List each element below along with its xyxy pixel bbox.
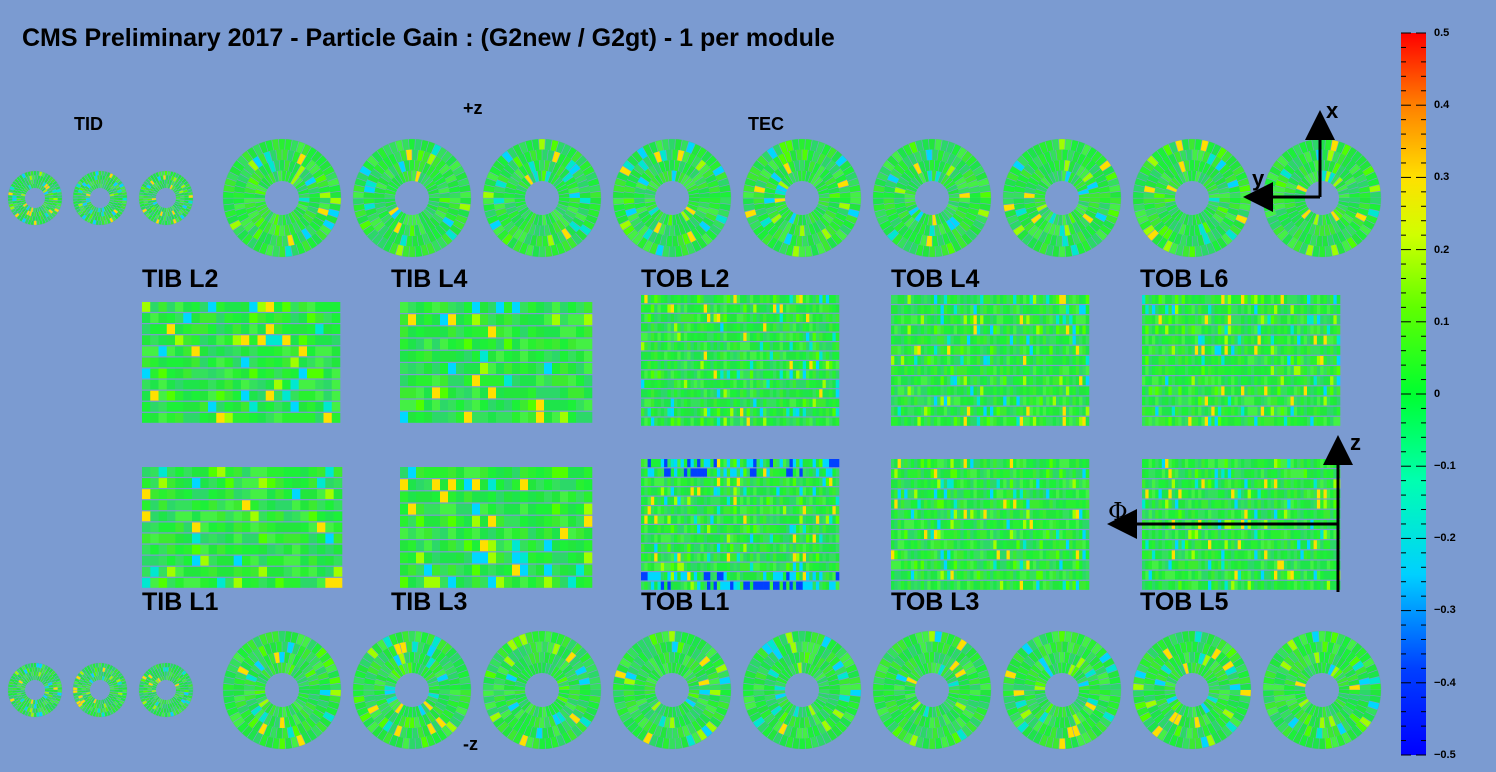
- layer-label-tib-l4: TIB L4: [391, 265, 468, 293]
- tec-disk: [612, 138, 732, 258]
- tid-disk: [72, 662, 128, 718]
- barrel-tob-l2: [641, 295, 840, 426]
- barrel-tob-l1: [641, 459, 840, 590]
- tec-disk: [1002, 630, 1122, 750]
- tec-disk: [482, 138, 602, 258]
- barrel-tib-l4: [400, 302, 593, 423]
- tid-disk: [7, 170, 63, 226]
- colorbar-tick-label: 0.4: [1434, 99, 1450, 111]
- tec-disk: [482, 630, 602, 750]
- axis-phi-label: Φ: [1108, 498, 1128, 526]
- tec-disk: [352, 630, 472, 750]
- tid-label: TID: [74, 114, 103, 134]
- colorbar-tick-label: −0.5: [1434, 749, 1456, 761]
- z-phi-axes: [1107, 435, 1353, 592]
- axis-y-label: y: [1252, 166, 1265, 191]
- tec-disk: [742, 138, 862, 258]
- tec-disk: [872, 630, 992, 750]
- layer-label-tib-l1: TIB L1: [142, 588, 219, 616]
- tec-disk: [1262, 138, 1382, 258]
- colorbar-tick-label: 0.2: [1434, 244, 1450, 256]
- tec-disk: [222, 630, 342, 750]
- tec-disk: [222, 138, 342, 258]
- tid-disk: [138, 170, 194, 226]
- tec-disk: [742, 630, 862, 750]
- barrel-tib-l1: [142, 467, 343, 588]
- colorbar-tick-label: −0.4: [1434, 677, 1456, 689]
- layer-label-tob-l6: TOB L6: [1140, 265, 1229, 293]
- tec-disk: [352, 138, 472, 258]
- tec-disk: [1132, 138, 1252, 258]
- tec-disk: [612, 630, 732, 750]
- tec-disk: [872, 138, 992, 258]
- tec-label: TEC: [748, 114, 784, 134]
- colorbar-tick-label: −0.1: [1434, 460, 1456, 472]
- barrel-tob-l3: [891, 459, 1090, 590]
- axis-z-label: z: [1350, 430, 1361, 455]
- tec-disk: [1262, 630, 1382, 750]
- colorbar-tick-label: 0.5: [1434, 27, 1450, 39]
- tec-disk: [1002, 138, 1122, 258]
- layer-label-tob-l3: TOB L3: [891, 588, 980, 616]
- layer-label-tob-l4: TOB L4: [891, 265, 980, 293]
- colorbar-tick-label: 0.1: [1434, 316, 1450, 328]
- barrel-tob-l6: [1142, 295, 1341, 426]
- barrel-tob-l4: [891, 295, 1090, 426]
- tec-disk: [1132, 630, 1252, 750]
- colorbar-ticks: [1401, 32, 1426, 756]
- colorbar-tick-label: −0.3: [1434, 604, 1456, 616]
- tid-disk: [72, 170, 128, 226]
- colorbar-tick-label: 0.3: [1434, 171, 1450, 183]
- barrel-tib-l2: [142, 302, 341, 423]
- colorbar-tick-label: −0.2: [1434, 532, 1456, 544]
- colorbar-tick-label: 0: [1434, 388, 1441, 400]
- disks-plus-z: [7, 138, 1382, 258]
- plot-title: CMS Preliminary 2017 - Particle Gain : (…: [22, 24, 835, 52]
- layer-label-tob-l2: TOB L2: [641, 265, 730, 293]
- barrel-layers: [142, 295, 1341, 590]
- axis-x-label: x: [1326, 98, 1339, 123]
- plus-z-label: +z: [463, 98, 483, 118]
- layer-label-tob-l1: TOB L1: [641, 588, 730, 616]
- layer-label-tib-l3: TIB L3: [391, 588, 468, 616]
- layer-label-tib-l2: TIB L2: [142, 265, 219, 293]
- barrel-tib-l3: [400, 467, 593, 588]
- layer-label-tob-l5: TOB L5: [1140, 588, 1229, 616]
- disks-minus-z: [7, 630, 1382, 750]
- xy-axes: [1243, 110, 1335, 212]
- tid-disk: [138, 662, 194, 718]
- minus-z-label: -z: [463, 734, 478, 754]
- tid-disk: [7, 662, 63, 718]
